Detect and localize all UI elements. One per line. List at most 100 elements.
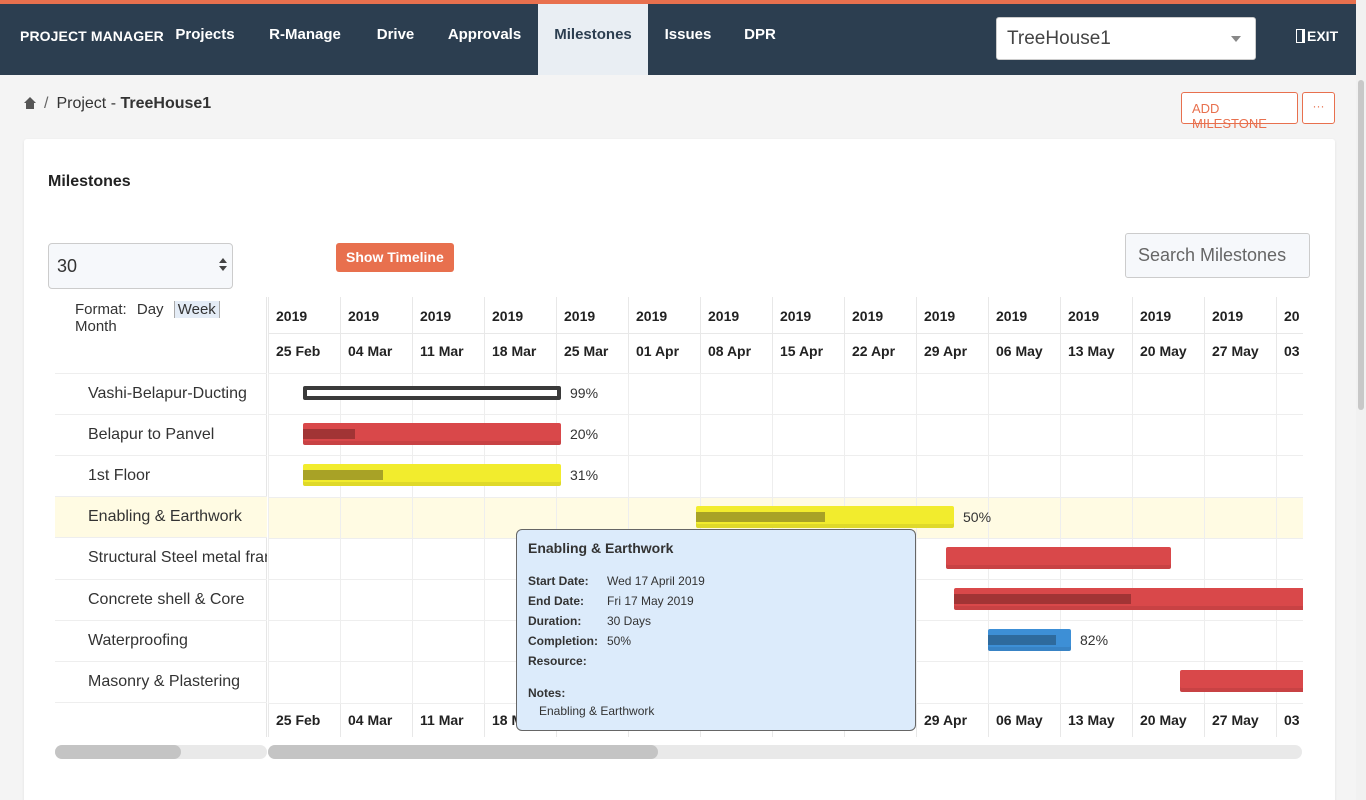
year-header: 2019 [628, 297, 700, 334]
task-label[interactable]: Vashi-Belapur-Ducting [55, 373, 267, 414]
nav-issues[interactable]: Issues [664, 26, 712, 43]
show-timeline-button[interactable]: Show Timeline [336, 243, 454, 272]
nav-drive[interactable]: Drive [376, 26, 415, 43]
year-header: 2019 [1060, 297, 1132, 334]
more-options-button[interactable]: ··· [1302, 92, 1335, 124]
year-header: 2019 [1204, 297, 1276, 334]
task-label[interactable]: Waterproofing [55, 620, 267, 661]
tooltip-end-value: Fri 17 May 2019 [607, 594, 694, 608]
year-header: 2019 [556, 297, 628, 334]
nav-approvals[interactable]: Approvals [447, 26, 522, 43]
week-footer: 29 Apr [916, 704, 988, 737]
task-bar[interactable] [303, 464, 561, 487]
task-bar[interactable] [303, 386, 561, 400]
search-milestones-input[interactable] [1125, 233, 1310, 278]
task-label[interactable]: Belapur to Panvel [55, 414, 267, 455]
exit-icon [1296, 29, 1305, 43]
page-size-value: 30 [57, 256, 78, 276]
task-bar[interactable] [303, 423, 561, 446]
completion-label: 31% [570, 467, 599, 484]
task-bar[interactable] [954, 588, 1303, 610]
format-day[interactable]: Day [136, 301, 164, 318]
task-label[interactable]: Concrete shell & Core [55, 579, 267, 620]
gantt-row [268, 414, 1303, 455]
timeline-grid: 2019 25 Feb 25 Feb 2019 04 Mar 04 Mar 2019 11 M… [268, 297, 1303, 737]
week-footer: 20 May [1132, 704, 1204, 737]
grid-line [556, 333, 557, 704]
grid-line [988, 333, 989, 704]
grid-line [484, 333, 485, 704]
stepper-arrows-icon[interactable] [219, 258, 227, 271]
tooltip-notes-value: Enabling & Earthwork [539, 704, 655, 718]
week-header: 11 Mar [412, 334, 484, 373]
format-label: Format: [75, 301, 127, 318]
tooltip-title: Enabling & Earthwork [528, 540, 674, 556]
breadcrumb-separator: / [44, 95, 49, 112]
progress-fill [303, 429, 355, 440]
breadcrumb: / Project - TreeHouse1 [24, 95, 211, 113]
exit-button[interactable]: EXIT [1296, 28, 1338, 44]
year-header: 2019 [988, 297, 1060, 334]
breadcrumb-project: TreeHouse1 [120, 95, 212, 112]
task-bar[interactable] [946, 546, 1171, 569]
week-header: 27 May [1204, 334, 1276, 373]
task-label[interactable]: Masonry & Plastering [55, 661, 267, 702]
format-selector: Format: Day Week Month [75, 301, 266, 335]
week-footer: 13 May [1060, 704, 1132, 737]
grid-line [1060, 333, 1061, 704]
week-header: 18 Mar [484, 334, 556, 373]
week-footer: 11 Mar [412, 704, 484, 737]
add-milestone-button[interactable]: ADD MILESTONE [1181, 92, 1298, 131]
year-header: 2019 [412, 297, 484, 334]
gantt-row [268, 455, 1303, 496]
completion-label: 20% [570, 426, 599, 443]
task-list-panel: Format: Day Week Month Vashi-Belapur-Duc… [55, 297, 267, 737]
week-header: 25 Feb [268, 334, 340, 373]
week-footer: 04 Mar [340, 704, 412, 737]
page-scroll-thumb[interactable] [1358, 80, 1364, 410]
task-list-scroll-thumb[interactable] [55, 745, 181, 759]
completion-label: 82% [1080, 632, 1109, 649]
nav-milestones[interactable]: Milestones [538, 4, 648, 75]
nav-r-manage[interactable]: R-Manage [269, 26, 341, 43]
page-title: Milestones [48, 173, 131, 190]
week-header: 06 May [988, 334, 1060, 373]
week-header: 08 Apr [700, 334, 772, 373]
year-header: 2019 [1132, 297, 1204, 334]
completion-label: 50% [963, 508, 992, 525]
grid-line [340, 333, 341, 704]
week-footer: 03 . [1276, 704, 1303, 737]
nav-projects[interactable]: Projects [175, 26, 235, 43]
nav-dpr[interactable]: DPR [744, 26, 776, 43]
page-size-stepper[interactable]: 30 [48, 243, 233, 289]
format-week[interactable]: Week [173, 301, 220, 318]
week-footer: 25 Feb [268, 704, 340, 737]
year-header: 20 [1276, 297, 1303, 334]
task-bar[interactable] [988, 629, 1071, 652]
grid-line [1132, 333, 1133, 704]
year-header: 2019 [916, 297, 988, 334]
task-label[interactable]: 1st Floor [55, 455, 267, 496]
task-label-highlighted[interactable]: Enabling & Earthwork [55, 496, 267, 537]
grid-line [1204, 333, 1205, 704]
task-bar[interactable] [1180, 670, 1303, 693]
chevron-down-icon [1231, 36, 1241, 42]
week-header: 13 May [1060, 334, 1132, 373]
timeline-scroll-thumb[interactable] [268, 745, 658, 759]
grid-line [268, 333, 269, 704]
top-navbar: PROJECT MANAGER Projects R-Manage Drive … [0, 0, 1366, 75]
tooltip-end-label: End Date: [528, 594, 585, 608]
progress-fill [988, 635, 1056, 646]
week-header: 22 Apr [844, 334, 916, 373]
week-header: 04 Mar [340, 334, 412, 373]
format-month[interactable]: Month [75, 318, 117, 335]
tooltip-start-value: Wed 17 April 2019 [607, 574, 705, 588]
task-bar[interactable] [696, 505, 954, 528]
task-label[interactable]: Structural Steel metal frame [55, 537, 267, 578]
brand-title[interactable]: PROJECT MANAGER [20, 28, 164, 44]
task-label-footer [55, 702, 267, 738]
tooltip-completion-label: Completion: [528, 634, 598, 648]
home-icon[interactable] [24, 97, 36, 109]
project-select[interactable]: TreeHouse1 [996, 17, 1256, 60]
gantt-row [268, 373, 1303, 414]
